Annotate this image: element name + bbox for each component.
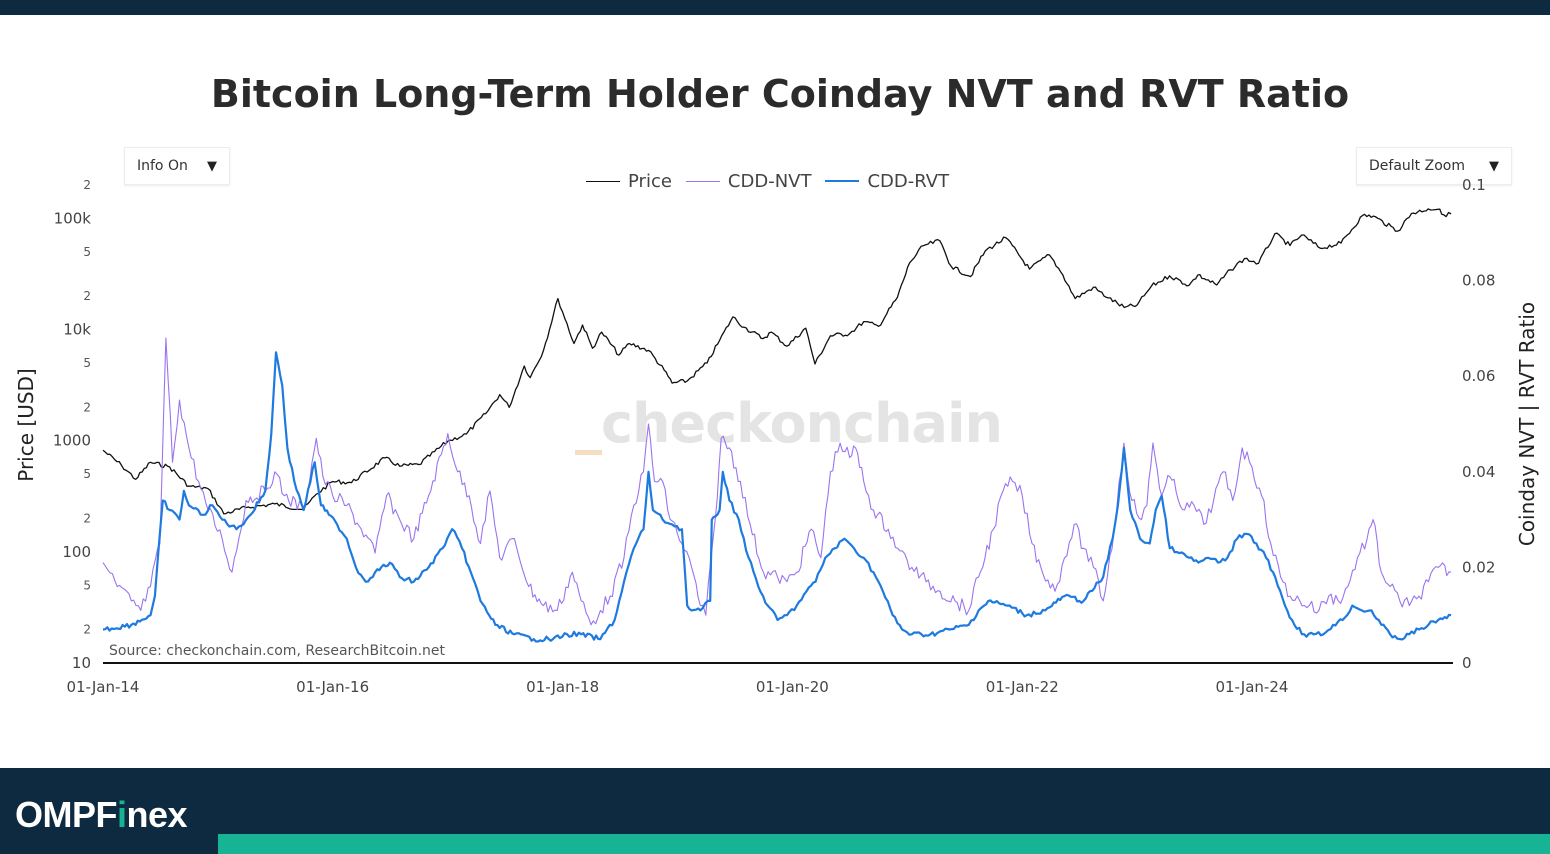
legend-item-cdd-nvt[interactable]: CDD-NVT xyxy=(685,170,812,192)
y-left-minor-label: 2 xyxy=(83,400,91,414)
legend-swatch xyxy=(586,180,620,182)
series-line-price xyxy=(102,208,1452,515)
source-note: Source: checkonchain.com, ResearchBitcoi… xyxy=(109,643,445,659)
legend-item-cdd-rvt[interactable]: CDD-RVT xyxy=(825,171,949,192)
footer-accent-bar xyxy=(218,834,1550,854)
y-left-minor-label: 2 xyxy=(83,289,91,303)
chevron-down-icon: ▼ xyxy=(1489,158,1499,174)
brand-text-1: OMPF xyxy=(15,794,118,835)
x-tick-label: 01-Jan-16 xyxy=(296,678,369,696)
x-tick-label: 01-Jan-20 xyxy=(756,678,829,696)
y-left-tick-label: 100k xyxy=(54,209,92,227)
y-right-axis-title: Coinday NVT | RVT Ratio xyxy=(1515,302,1539,546)
y-left-tick-label: 1000 xyxy=(53,432,91,450)
legend-swatch xyxy=(825,180,860,182)
watermark-dash: _ xyxy=(575,392,602,455)
x-tick-label: 01-Jan-18 xyxy=(526,678,599,696)
zoom-dropdown[interactable]: Default Zoom ▼ xyxy=(1356,147,1512,185)
y-left-tick-label: 10 xyxy=(72,654,91,672)
chart-plot: 01-Jan-14 01-Jan-16 01-Jan-18 01-Jan-20 01-J… xyxy=(14,176,1539,696)
y-right-tick-label: 0.02 xyxy=(1462,558,1495,576)
y-left-minor-label: 5 xyxy=(83,467,91,481)
y-right-tick-label: 0.08 xyxy=(1462,272,1495,290)
legend-label: Price xyxy=(628,170,672,192)
zoom-dropdown-label: Default Zoom xyxy=(1369,158,1465,174)
info-dropdown[interactable]: Info On ▼ xyxy=(124,147,230,185)
y-left-minor-label: 2 xyxy=(83,178,91,192)
y-right-tick-label: 0.1 xyxy=(1462,176,1486,194)
watermark: _checkonchain xyxy=(575,392,1003,455)
legend-label: CDD-RVT xyxy=(867,170,950,192)
legend-swatch xyxy=(685,180,720,182)
brand-text-2: nex xyxy=(126,794,188,835)
top-bar xyxy=(0,0,1550,15)
footer-bar: OMPFinex xyxy=(0,768,1550,854)
y-left-minor-label: 2 xyxy=(83,511,91,525)
y-right-tick-label: 0 xyxy=(1462,654,1472,672)
chart-title: Bitcoin Long-Term Holder Coinday NVT and… xyxy=(210,72,1350,116)
x-tick-label: 01-Jan-14 xyxy=(67,678,140,696)
chart-legend: Price CDD-NVT CDD-RVT xyxy=(586,168,963,194)
x-tick-label: 01-Jan-22 xyxy=(986,678,1059,696)
brand-text-accent: i xyxy=(117,794,127,835)
y-left-minor-label: 2 xyxy=(83,623,91,637)
y-left-minor-label: 5 xyxy=(83,245,91,259)
brand-logo: OMPFinex xyxy=(15,794,188,836)
y-left-tick-label: 10k xyxy=(63,321,91,339)
watermark-text: checkonchain xyxy=(601,392,1003,455)
series-line-cdd-nvt xyxy=(102,337,1452,626)
y-left-minor-label: 5 xyxy=(83,356,91,370)
legend-item-price[interactable]: Price xyxy=(586,171,672,192)
y-left-minor-label: 5 xyxy=(83,578,91,592)
y-left-axis-title: Price [USD] xyxy=(14,368,38,482)
chevron-down-icon: ▼ xyxy=(207,158,217,174)
info-dropdown-label: Info On xyxy=(137,158,188,174)
y-left-tick-label: 100 xyxy=(62,543,91,561)
legend-label: CDD-NVT xyxy=(727,170,812,192)
y-right-tick-label: 0.06 xyxy=(1462,367,1495,385)
series-line-cdd-rvt xyxy=(102,351,1452,643)
y-right-tick-label: 0.04 xyxy=(1462,463,1495,481)
x-tick-label: 01-Jan-24 xyxy=(1215,678,1288,696)
